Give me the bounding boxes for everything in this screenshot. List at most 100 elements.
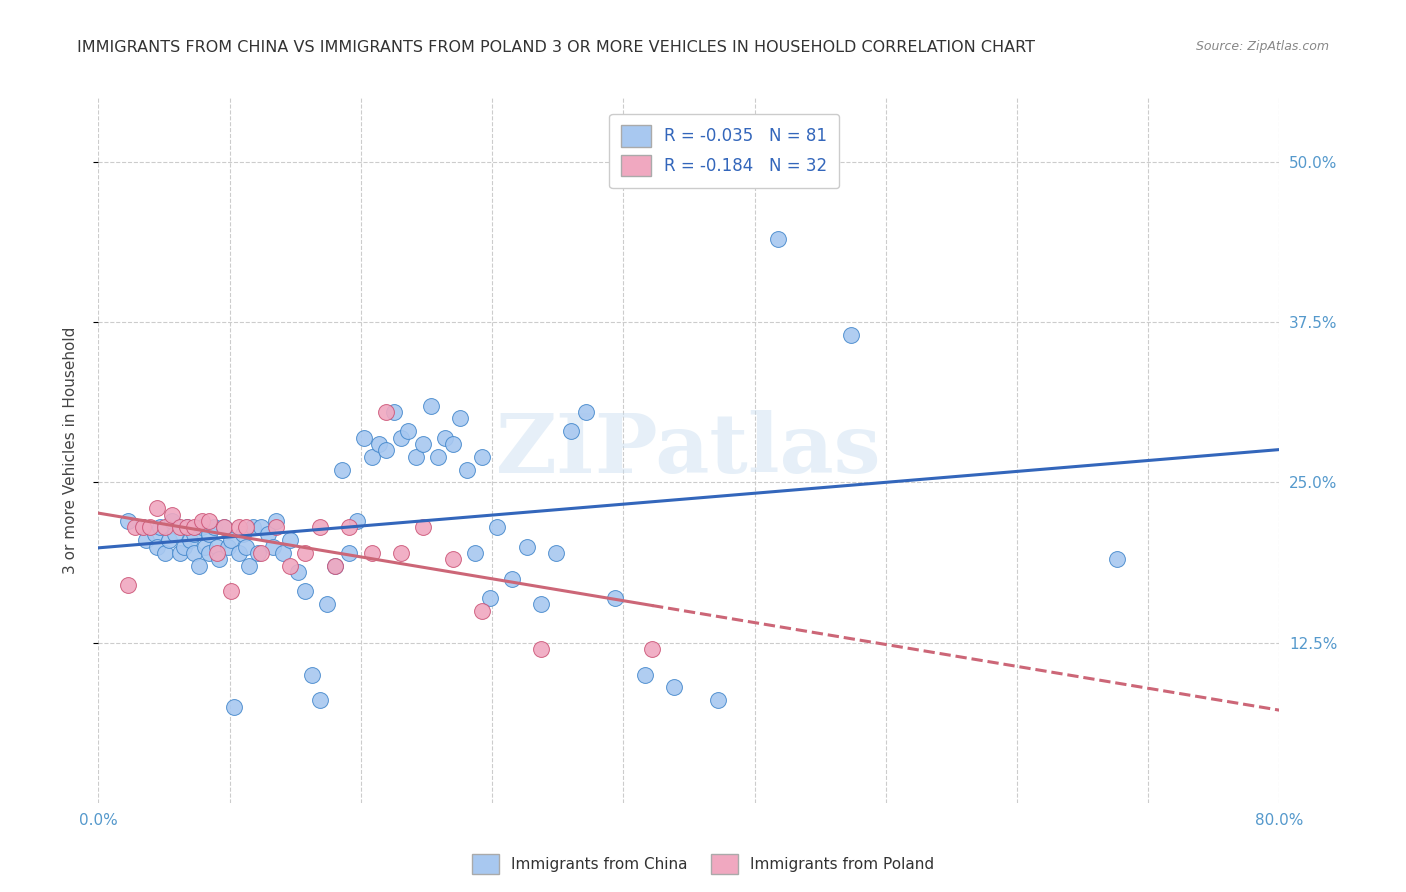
Point (316, 597, 339, 611)
Point (146, 501, 169, 516)
Point (162, 508, 183, 522)
Point (246, 546, 269, 560)
Point (169, 520, 191, 534)
Point (339, 546, 361, 560)
Point (605, 591, 627, 605)
Point (271, 546, 294, 560)
Point (187, 558, 209, 573)
Point (353, 431, 375, 445)
Point (441, 437, 464, 451)
Point (427, 450, 450, 464)
Point (501, 572, 523, 586)
Point (202, 520, 225, 534)
Point (434, 431, 457, 445)
Point (346, 514, 368, 528)
Point (280, 533, 302, 548)
Point (323, 558, 346, 573)
Point (262, 540, 284, 554)
Point (169, 546, 191, 560)
Point (339, 520, 361, 534)
Point (183, 546, 205, 560)
Point (360, 450, 382, 464)
Point (412, 520, 434, 534)
Point (117, 514, 139, 528)
Point (766, 232, 789, 246)
Point (641, 642, 664, 657)
Point (132, 520, 155, 534)
Point (412, 437, 434, 451)
Point (221, 584, 243, 599)
Point (471, 604, 494, 618)
Point (250, 546, 273, 560)
Point (191, 520, 214, 534)
Point (232, 526, 254, 541)
Point (841, 328, 863, 343)
Point (153, 546, 176, 560)
Point (124, 520, 146, 534)
Point (194, 540, 217, 554)
Point (398, 424, 420, 438)
Point (294, 546, 316, 560)
Point (375, 443, 398, 458)
Point (360, 546, 382, 560)
Y-axis label: 3 or more Vehicles in Household: 3 or more Vehicles in Household (63, 326, 77, 574)
Point (707, 693, 730, 707)
Point (575, 405, 598, 419)
Legend: Immigrants from China, Immigrants from Poland: Immigrants from China, Immigrants from P… (465, 848, 941, 880)
Point (419, 399, 441, 413)
Point (162, 514, 183, 528)
Point (560, 424, 582, 438)
Point (139, 520, 162, 534)
Point (224, 699, 246, 714)
Point (228, 546, 250, 560)
Point (441, 552, 464, 566)
Point (146, 540, 169, 554)
Point (294, 584, 316, 599)
Point (471, 450, 494, 464)
Point (323, 558, 346, 573)
Point (235, 540, 257, 554)
Point (212, 520, 235, 534)
Text: ZIPatlas: ZIPatlas (496, 410, 882, 491)
Point (368, 437, 391, 451)
Point (478, 591, 501, 605)
Point (389, 546, 412, 560)
Point (242, 520, 264, 534)
Point (280, 558, 302, 573)
Point (205, 540, 228, 554)
Point (221, 533, 243, 548)
Point (375, 405, 398, 419)
Point (157, 533, 180, 548)
Point (132, 520, 155, 534)
Point (250, 520, 273, 534)
Point (149, 520, 172, 534)
Point (153, 520, 176, 534)
Point (516, 540, 538, 554)
Point (634, 667, 657, 681)
Point (135, 533, 157, 548)
Point (1107, 552, 1129, 566)
Point (264, 514, 287, 528)
Point (464, 546, 486, 560)
Point (382, 405, 405, 419)
Point (330, 463, 353, 477)
Legend: R = -0.035   N = 81, R = -0.184   N = 32: R = -0.035 N = 81, R = -0.184 N = 32 (609, 113, 839, 188)
Point (176, 520, 198, 534)
Point (257, 526, 280, 541)
Point (165, 526, 187, 541)
Point (486, 520, 509, 534)
Point (176, 520, 198, 534)
Point (143, 526, 166, 541)
Point (217, 540, 239, 554)
Point (183, 526, 205, 541)
Point (179, 533, 201, 548)
Point (191, 514, 214, 528)
Point (238, 558, 260, 573)
Point (117, 578, 139, 592)
Text: IMMIGRANTS FROM CHINA VS IMMIGRANTS FROM POLAND 3 OR MORE VEHICLES IN HOUSEHOLD : IMMIGRANTS FROM CHINA VS IMMIGRANTS FROM… (77, 40, 1035, 55)
Point (228, 520, 250, 534)
Point (389, 431, 412, 445)
Point (309, 693, 332, 707)
Point (449, 411, 471, 425)
Text: Source: ZipAtlas.com: Source: ZipAtlas.com (1195, 40, 1329, 54)
